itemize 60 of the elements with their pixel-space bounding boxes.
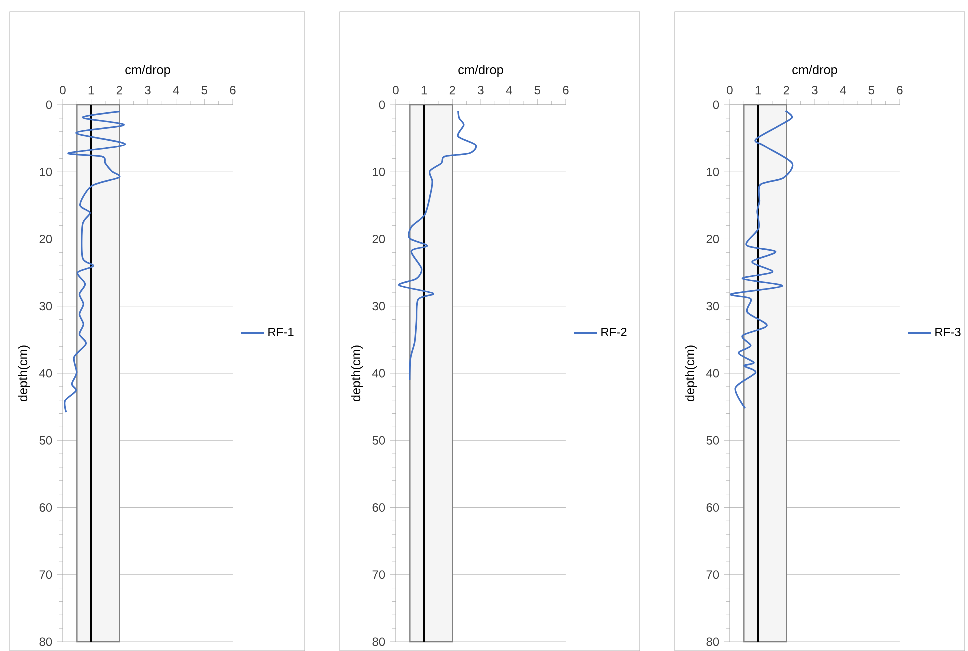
y-tick-label: 60	[40, 503, 52, 512]
y-tick-label: 30	[706, 302, 720, 310]
y-tick-label: 80	[706, 638, 720, 646]
y-axis-title: depth(cm)	[18, 346, 30, 402]
x-tick-label: 4	[840, 86, 846, 94]
line-series	[730, 110, 794, 410]
y-tick-label: 70	[372, 570, 386, 579]
line-series	[398, 110, 477, 381]
y-tick-label: 80	[40, 638, 52, 646]
y-tick-label: 20	[372, 234, 386, 244]
x-tick-label: 5	[534, 86, 540, 94]
y-axis-title: depth(cm)	[685, 346, 698, 402]
y-tick-label: 30	[40, 302, 52, 310]
x-tick-label: 3	[478, 86, 484, 94]
x-axis-title: cm/drop	[126, 65, 170, 77]
x-tick-label: 2	[784, 86, 790, 94]
y-tick-label: 50	[40, 436, 52, 445]
x-tick-label: 4	[506, 86, 512, 94]
x-tick-label: 2	[116, 86, 122, 94]
x-tick-label: 2	[450, 86, 456, 94]
y-tick-label: 60	[706, 503, 720, 512]
x-tick-label: 6	[563, 86, 569, 94]
x-axis-title: cm/drop	[458, 65, 504, 77]
y-tick-label: 0	[379, 100, 386, 110]
y-tick-label: 10	[707, 168, 720, 176]
y-tick-label: 20	[706, 234, 720, 244]
y-tick-label: 10	[373, 168, 386, 176]
y-tick-label: 80	[372, 638, 386, 646]
x-tick-label: 3	[812, 86, 818, 94]
x-tick-label: 5	[202, 86, 208, 94]
y-tick-label: 0	[713, 100, 720, 110]
y-tick-label: 70	[40, 570, 52, 579]
y-tick-label: 30	[372, 302, 386, 310]
y-tick-label: 40	[40, 369, 52, 378]
x-tick-label: 1	[756, 86, 762, 94]
y-tick-label: 40	[372, 369, 386, 378]
x-tick-label: 1	[88, 86, 94, 94]
y-tick-label: 60	[372, 503, 386, 512]
legend-label: RF-3	[936, 328, 961, 336]
x-axis-title: cm/drop	[792, 65, 838, 77]
x-tick-label: 4	[173, 86, 180, 94]
x-tick-label: 0	[60, 86, 66, 94]
x-tick-label: 0	[393, 86, 399, 94]
x-tick-label: 1	[422, 86, 428, 94]
y-tick-label: 0	[46, 100, 52, 110]
line-series	[64, 110, 126, 414]
y-tick-label: 10	[40, 168, 52, 176]
x-tick-label: 3	[145, 86, 151, 94]
y-tick-label: 50	[706, 436, 720, 445]
x-tick-label: 6	[230, 86, 236, 94]
legend-label: RF-1	[268, 328, 294, 336]
y-tick-label: 40	[706, 369, 720, 378]
x-tick-label: 5	[868, 86, 874, 94]
y-axis-title: depth(cm)	[351, 346, 364, 402]
x-tick-label: 0	[727, 86, 733, 94]
y-tick-label: 50	[372, 436, 386, 445]
legend-label: RF-2	[602, 328, 627, 336]
y-tick-label: 20	[40, 234, 52, 244]
x-tick-label: 6	[897, 86, 903, 94]
y-tick-label: 70	[706, 570, 720, 579]
